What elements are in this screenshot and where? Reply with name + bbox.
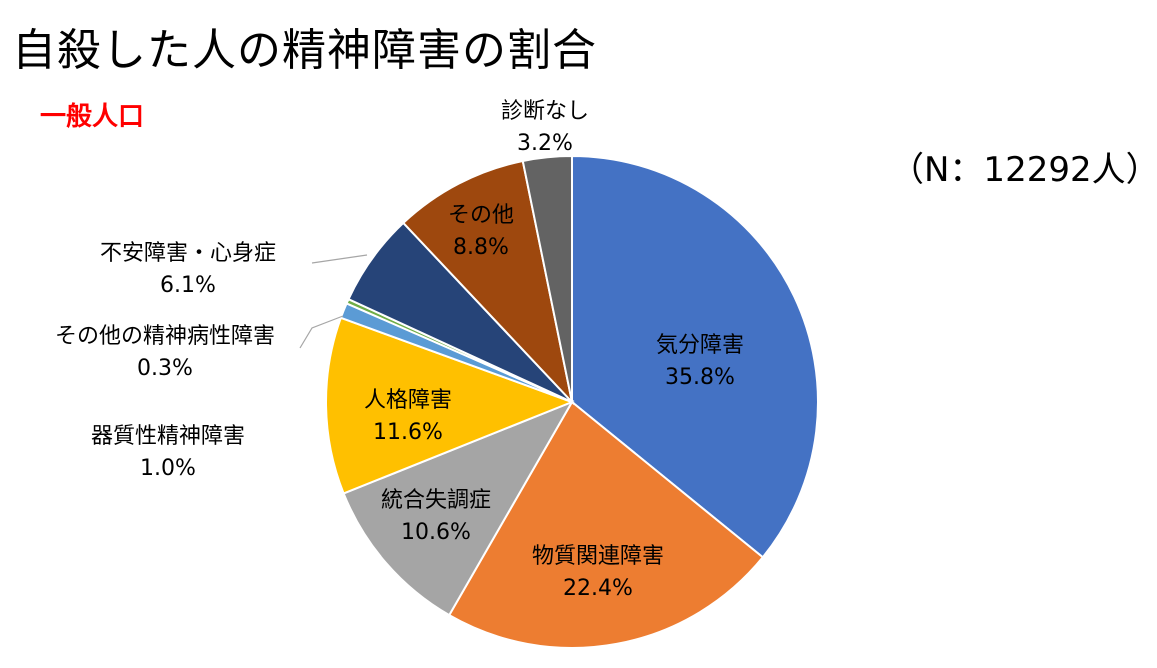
slice-name-label-schizophrenia: 統合失調症	[381, 488, 491, 513]
slice-name-label-substance: 物質関連障害	[532, 544, 664, 569]
slice-value-label-other: 8.8%	[453, 235, 509, 260]
slice-value-label-none: 3.2%	[517, 131, 573, 156]
slice-name-label-anxiety: 不安障害・心身症	[100, 241, 276, 266]
leader-line-other_mental	[299, 315, 344, 349]
slice-value-label-personality: 11.6%	[373, 420, 443, 445]
slice-name-label-other_mental: その他の精神病性障害	[55, 324, 275, 349]
population-subtitle: 一般人口	[40, 102, 145, 132]
slice-name-label-organic: 器質性精神障害	[91, 424, 245, 449]
pie-slice-substance	[447, 400, 765, 649]
slice-name-label-none: 診断なし	[501, 99, 589, 124]
slice-value-label-substance: 22.4%	[563, 576, 633, 601]
slice-value-label-organic: 1.0%	[140, 456, 196, 481]
slice-name-label-personality: 人格障害	[364, 388, 452, 413]
leader-line-anxiety	[311, 254, 368, 264]
pie-slice-schizophrenia	[342, 399, 575, 617]
slide-title: 自殺した人の精神障害の割合	[12, 25, 597, 76]
slice-value-label-other_mental: 0.3%	[137, 356, 193, 381]
slice-value-label-schizophrenia: 10.6%	[401, 520, 471, 545]
pie-slice-none	[521, 154, 573, 403]
slice-name-label-other: その他	[448, 203, 514, 228]
pie-slice-personality	[325, 316, 575, 495]
slice-value-label-mood: 35.8%	[665, 365, 735, 390]
slice-value-label-anxiety: 6.1%	[160, 273, 216, 298]
pie-slice-other	[401, 159, 574, 406]
slice-name-label-mood: 気分障害	[656, 333, 744, 358]
sample-size-label: （N：12292人）	[890, 150, 1157, 190]
pie-slice-mood	[571, 154, 819, 559]
